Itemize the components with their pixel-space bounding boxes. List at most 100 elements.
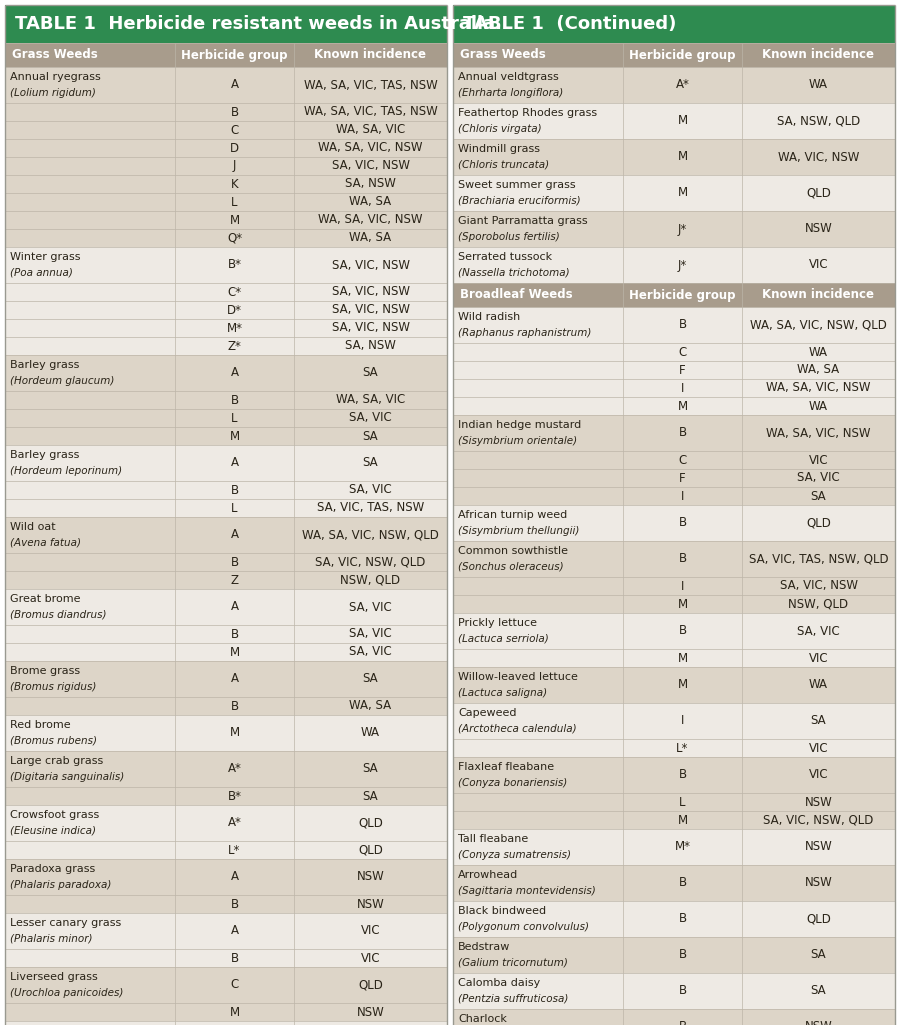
- Bar: [5, 301, 447, 319]
- Text: QLD: QLD: [358, 979, 382, 991]
- Text: Known incidence: Known incidence: [314, 48, 427, 61]
- Text: SA, VIC, NSW, QLD: SA, VIC, NSW, QLD: [763, 814, 874, 826]
- Bar: [5, 409, 447, 427]
- Text: Herbicide group: Herbicide group: [629, 288, 736, 301]
- Text: Red brome: Red brome: [10, 721, 70, 730]
- Text: Charlock: Charlock: [458, 1014, 507, 1024]
- Text: Indian hedge mustard: Indian hedge mustard: [458, 420, 581, 430]
- Text: (Raphanus raphanistrum): (Raphanus raphanistrum): [458, 328, 591, 338]
- Text: Arrowhead: Arrowhead: [458, 870, 518, 880]
- Text: SA, VIC, NSW: SA, VIC, NSW: [331, 258, 410, 272]
- Text: A: A: [230, 79, 238, 91]
- Text: NSW, QLD: NSW, QLD: [788, 598, 849, 611]
- Text: Capeweed: Capeweed: [458, 708, 517, 719]
- Bar: [453, 469, 895, 487]
- Text: D: D: [230, 141, 239, 155]
- Text: VIC: VIC: [809, 652, 828, 664]
- Text: NSW: NSW: [356, 1006, 384, 1019]
- Bar: [5, 787, 447, 805]
- Text: A: A: [230, 870, 238, 884]
- Bar: [5, 499, 447, 517]
- Text: QLD: QLD: [806, 517, 831, 530]
- Text: WA, VIC, NSW: WA, VIC, NSW: [778, 151, 860, 164]
- Bar: [453, 379, 895, 397]
- Bar: [453, 937, 895, 973]
- Text: NSW: NSW: [805, 840, 832, 854]
- Text: (Arctotheca calendula): (Arctotheca calendula): [458, 724, 577, 734]
- Text: B*: B*: [228, 789, 241, 803]
- Text: Herbicide group: Herbicide group: [629, 48, 736, 61]
- Text: M: M: [678, 652, 688, 664]
- Text: (Chloris virgata): (Chloris virgata): [458, 124, 542, 134]
- Text: WA, SA, VIC, NSW, QLD: WA, SA, VIC, NSW, QLD: [750, 319, 886, 331]
- Bar: [5, 211, 447, 229]
- Text: B: B: [230, 556, 238, 569]
- Text: (Bromus rubens): (Bromus rubens): [10, 736, 97, 746]
- Bar: [453, 577, 895, 594]
- Bar: [5, 445, 447, 481]
- Text: Barley grass: Barley grass: [10, 450, 79, 460]
- Bar: [453, 865, 895, 901]
- Bar: [5, 840, 447, 859]
- Text: M: M: [230, 1006, 239, 1019]
- Text: B: B: [679, 517, 687, 530]
- Bar: [5, 661, 447, 697]
- Text: M*: M*: [227, 322, 242, 334]
- Text: VIC: VIC: [361, 925, 381, 938]
- Text: WA, SA: WA, SA: [797, 364, 840, 376]
- Text: B: B: [679, 552, 687, 566]
- Text: QLD: QLD: [806, 187, 831, 200]
- Text: WA: WA: [361, 727, 380, 739]
- Text: M*: M*: [674, 840, 690, 854]
- Text: (Sagittaria montevidensis): (Sagittaria montevidensis): [458, 886, 596, 896]
- Text: M: M: [230, 213, 239, 227]
- Text: SA, VIC: SA, VIC: [349, 646, 392, 658]
- Bar: [5, 751, 447, 787]
- Text: B: B: [230, 699, 238, 712]
- Text: WA, SA, VIC: WA, SA, VIC: [336, 123, 405, 136]
- Bar: [453, 793, 895, 811]
- Bar: [453, 613, 895, 649]
- Text: WA, SA: WA, SA: [349, 196, 392, 208]
- Bar: [5, 643, 447, 661]
- Bar: [453, 703, 895, 739]
- Text: SA, VIC: SA, VIC: [349, 411, 392, 424]
- Text: L*: L*: [229, 844, 240, 857]
- Bar: [5, 229, 447, 247]
- Text: WA: WA: [809, 400, 828, 412]
- Bar: [5, 283, 447, 301]
- Bar: [5, 67, 447, 102]
- Text: VIC: VIC: [809, 741, 828, 754]
- Text: VIC: VIC: [809, 258, 828, 272]
- Text: Known incidence: Known incidence: [762, 48, 875, 61]
- Bar: [5, 554, 447, 571]
- Bar: [453, 901, 895, 937]
- Bar: [453, 594, 895, 613]
- Bar: [453, 487, 895, 505]
- Text: (Polygonum convolvulus): (Polygonum convolvulus): [458, 921, 589, 932]
- Bar: [453, 811, 895, 829]
- Bar: [453, 649, 895, 667]
- Bar: [5, 1021, 447, 1025]
- Bar: [453, 397, 895, 415]
- Text: (Ehrharta longiflora): (Ehrharta longiflora): [458, 88, 563, 98]
- Text: B: B: [230, 627, 238, 641]
- Text: D*: D*: [227, 303, 242, 317]
- Text: B: B: [679, 319, 687, 331]
- Text: A*: A*: [676, 79, 689, 91]
- Text: C: C: [679, 345, 687, 359]
- Bar: [453, 102, 895, 139]
- Text: Z*: Z*: [228, 339, 241, 353]
- Bar: [5, 859, 447, 895]
- Text: SA, VIC: SA, VIC: [797, 624, 840, 638]
- Text: (Pentzia suffruticosa): (Pentzia suffruticosa): [458, 994, 569, 1003]
- Bar: [5, 5, 447, 43]
- Bar: [5, 193, 447, 211]
- Bar: [453, 211, 895, 247]
- Text: NSW: NSW: [805, 222, 832, 236]
- Text: NSW: NSW: [805, 795, 832, 809]
- Text: B: B: [230, 484, 238, 496]
- Text: SA, VIC: SA, VIC: [797, 472, 840, 485]
- Text: L: L: [231, 411, 238, 424]
- Bar: [5, 175, 447, 193]
